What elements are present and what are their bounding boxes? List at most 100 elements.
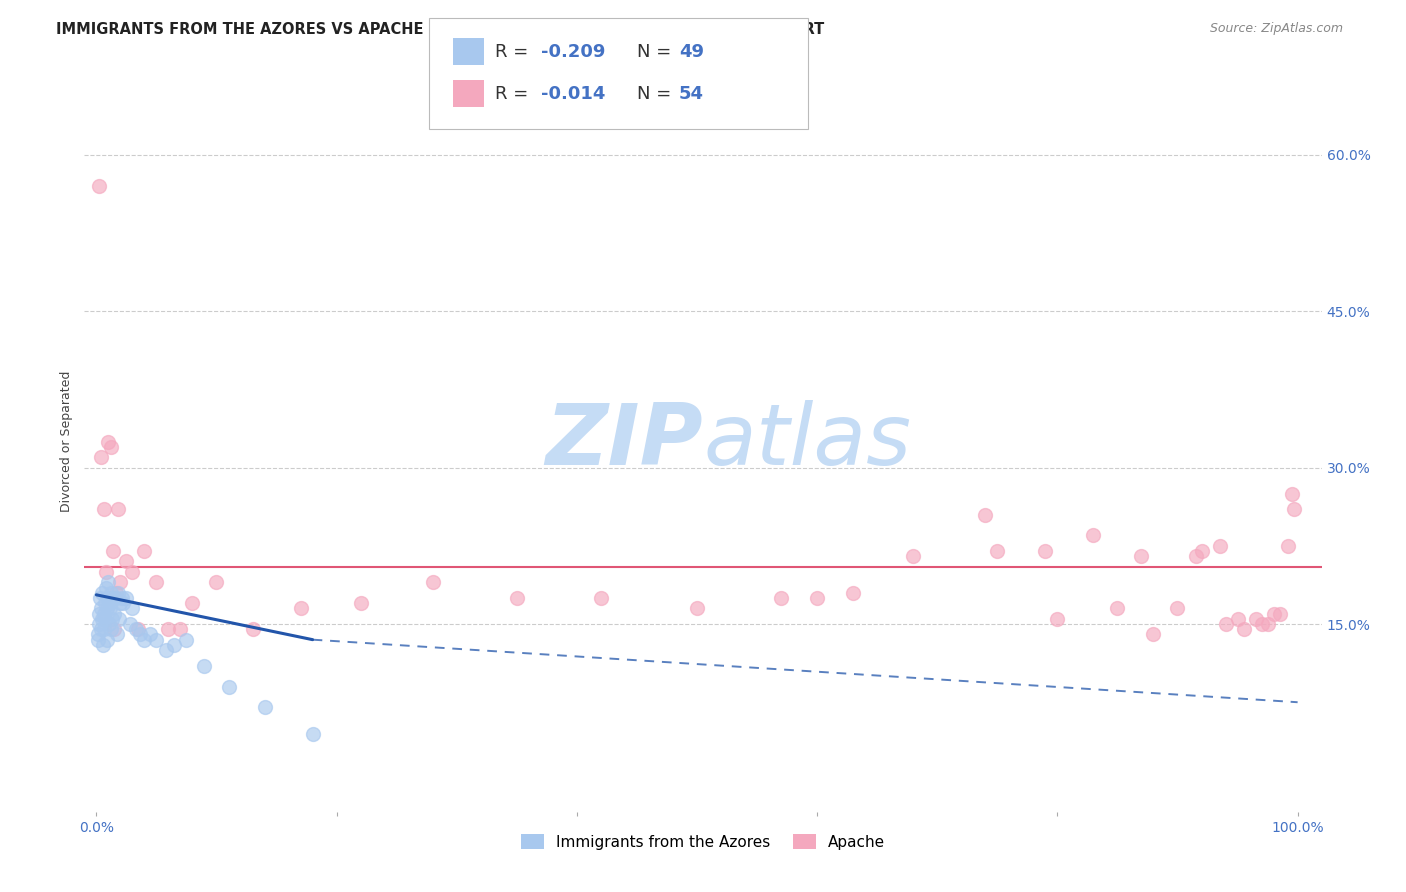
Point <box>87 179 110 194</box>
Text: 54: 54 <box>679 85 704 103</box>
Point <box>110 575 132 590</box>
Text: 49: 49 <box>679 43 704 61</box>
Point <box>115 554 138 568</box>
Point <box>350 596 373 610</box>
Point <box>163 638 186 652</box>
Point <box>169 622 191 636</box>
Point <box>253 700 276 714</box>
Point <box>1191 544 1213 558</box>
Point <box>1215 617 1237 632</box>
Point <box>1257 617 1279 632</box>
Text: -0.014: -0.014 <box>541 85 606 103</box>
Text: atlas: atlas <box>703 400 911 483</box>
Point <box>1166 601 1188 615</box>
Point <box>90 612 112 626</box>
Point <box>128 627 150 641</box>
Point <box>89 607 111 621</box>
Point <box>176 632 198 647</box>
Point <box>105 627 128 641</box>
Point <box>1184 549 1206 564</box>
Point <box>1208 539 1230 553</box>
Point <box>103 544 125 558</box>
Point <box>422 575 444 590</box>
Point <box>181 596 204 610</box>
Point <box>205 575 228 590</box>
Point <box>101 612 124 626</box>
Point <box>98 596 121 610</box>
Point <box>290 601 312 615</box>
Point <box>89 591 111 605</box>
Point <box>1277 539 1299 553</box>
Point <box>1263 607 1285 621</box>
Legend: Immigrants from the Azores, Apache: Immigrants from the Azores, Apache <box>515 828 891 856</box>
Point <box>1142 627 1164 641</box>
Text: IMMIGRANTS FROM THE AZORES VS APACHE DIVORCED OR SEPARATED CORRELATION CHART: IMMIGRANTS FROM THE AZORES VS APACHE DIV… <box>56 22 824 37</box>
Point <box>103 591 125 605</box>
Text: R =: R = <box>495 43 534 61</box>
Point <box>107 502 129 516</box>
Point <box>111 596 134 610</box>
Point <box>1268 607 1291 621</box>
Text: ZIP: ZIP <box>546 400 703 483</box>
Point <box>97 591 120 605</box>
Point <box>145 575 167 590</box>
Y-axis label: Divorced or Separated: Divorced or Separated <box>60 371 73 512</box>
Point <box>1083 528 1105 542</box>
Point <box>86 627 108 641</box>
Point <box>94 581 117 595</box>
Point <box>103 607 125 621</box>
Point <box>1250 617 1272 632</box>
Point <box>1226 612 1249 626</box>
Point <box>96 632 118 647</box>
Point <box>107 586 129 600</box>
Point <box>1046 612 1069 626</box>
Point <box>121 601 143 615</box>
Point <box>108 612 131 626</box>
Point <box>986 544 1008 558</box>
Point <box>842 586 865 600</box>
Point <box>110 591 132 605</box>
Point <box>1281 486 1303 500</box>
Point <box>127 622 149 636</box>
Point <box>139 627 162 641</box>
Point <box>974 508 997 522</box>
Point <box>1033 544 1056 558</box>
Point <box>91 638 114 652</box>
Point <box>506 591 529 605</box>
Point <box>806 591 828 605</box>
Point <box>589 591 612 605</box>
Point <box>93 502 115 516</box>
Point <box>903 549 925 564</box>
Point <box>1244 612 1267 626</box>
Point <box>118 617 141 632</box>
Point <box>96 601 118 615</box>
Point <box>770 591 793 605</box>
Point <box>100 622 122 636</box>
Text: Source: ZipAtlas.com: Source: ZipAtlas.com <box>1209 22 1343 36</box>
Point <box>242 622 264 636</box>
Point <box>145 632 167 647</box>
Point <box>1282 502 1305 516</box>
Point <box>301 726 323 740</box>
Point <box>125 622 148 636</box>
Point <box>94 596 117 610</box>
Point <box>686 601 709 615</box>
Point <box>93 622 115 636</box>
Point <box>157 622 180 636</box>
Point <box>98 617 121 632</box>
Point <box>90 622 112 636</box>
Point <box>104 586 127 600</box>
Point <box>94 565 117 579</box>
Point <box>134 632 156 647</box>
Point <box>100 440 122 454</box>
Point <box>97 575 120 590</box>
Point <box>103 622 125 636</box>
Point <box>87 617 110 632</box>
Point <box>104 591 127 605</box>
Point <box>1232 622 1254 636</box>
Point <box>87 632 110 647</box>
Point <box>193 658 215 673</box>
Text: -0.209: -0.209 <box>541 43 606 61</box>
Point <box>100 586 122 600</box>
Point <box>97 434 120 449</box>
